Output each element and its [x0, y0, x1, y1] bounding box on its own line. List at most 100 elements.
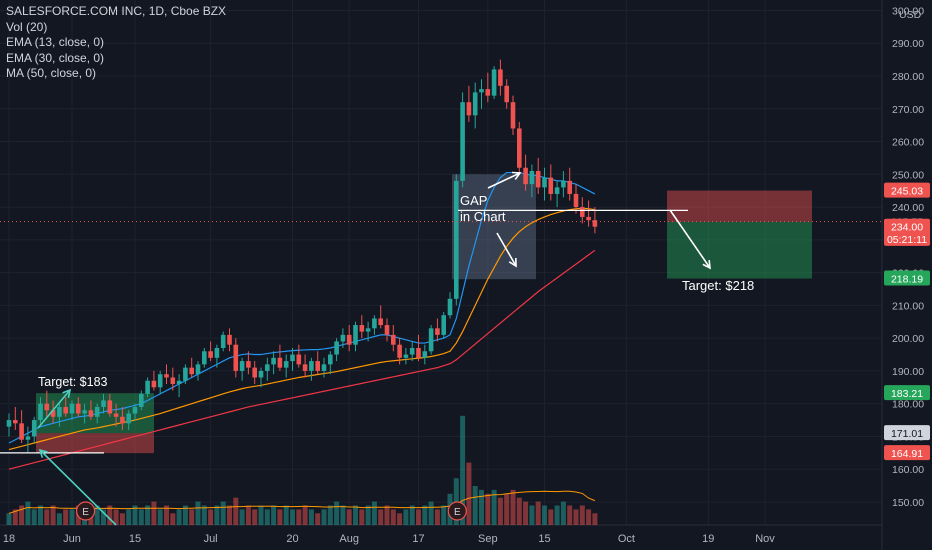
- candle-body[interactable]: [290, 354, 295, 362]
- candle-body[interactable]: [296, 354, 302, 365]
- legend-volume[interactable]: Vol (20): [6, 19, 48, 34]
- earnings-marker[interactable]: [447, 501, 467, 521]
- candle-body[interactable]: [145, 380, 150, 394]
- candle-body[interactable]: [271, 357, 276, 365]
- candle-body[interactable]: [315, 361, 320, 371]
- candle-body[interactable]: [523, 167, 528, 185]
- candle-body[interactable]: [246, 361, 251, 368]
- candle-body[interactable]: [561, 180, 566, 188]
- legend-ema13[interactable]: EMA (13, close, 0): [6, 35, 105, 49]
- candle-body[interactable]: [491, 69, 497, 96]
- candle-body[interactable]: [107, 400, 113, 414]
- candle-body[interactable]: [554, 187, 560, 194]
- candle-body[interactable]: [498, 69, 503, 86]
- candle-body[interactable]: [19, 423, 24, 440]
- candle-body[interactable]: [372, 318, 377, 329]
- candle-body[interactable]: [586, 216, 591, 221]
- candle-body[interactable]: [69, 403, 75, 414]
- candle-body[interactable]: [189, 367, 194, 375]
- candle-body[interactable]: [309, 361, 314, 371]
- candle-body[interactable]: [183, 367, 188, 381]
- candle-body[interactable]: [63, 406, 68, 414]
- candle-body[interactable]: [283, 361, 289, 368]
- candle-body[interactable]: [94, 406, 100, 417]
- candle-body[interactable]: [397, 344, 402, 358]
- candle-body[interactable]: [454, 180, 459, 299]
- candle-body[interactable]: [472, 92, 478, 116]
- candle-body[interactable]: [580, 207, 585, 217]
- earnings-marker[interactable]: [75, 501, 96, 521]
- legend-ma50[interactable]: MA (50, close, 0): [6, 66, 97, 80]
- candle-body[interactable]: [409, 347, 415, 355]
- candle-body[interactable]: [151, 380, 157, 388]
- candle-body[interactable]: [233, 344, 239, 371]
- candle-body[interactable]: [265, 364, 270, 371]
- candle-body[interactable]: [542, 177, 547, 188]
- candle-body[interactable]: [302, 364, 308, 371]
- target-arrow-up[interactable]: [37, 389, 71, 429]
- candle-body[interactable]: [359, 325, 365, 332]
- candle-body[interactable]: [25, 436, 31, 440]
- candle-body[interactable]: [466, 102, 472, 116]
- candle-body[interactable]: [548, 177, 554, 194]
- candle-body[interactable]: [126, 413, 131, 424]
- candle-body[interactable]: [6, 420, 12, 427]
- candle-body[interactable]: [422, 351, 428, 358]
- candle-body[interactable]: [38, 403, 43, 421]
- candle-body[interactable]: [227, 334, 232, 345]
- candle-body[interactable]: [447, 298, 453, 316]
- candle-body[interactable]: [479, 89, 484, 93]
- legend-ema30[interactable]: EMA (30, close, 0): [6, 50, 105, 65]
- candle-body[interactable]: [239, 361, 245, 371]
- candle-body[interactable]: [13, 420, 18, 424]
- candle-body[interactable]: [57, 406, 62, 417]
- candle-body[interactable]: [220, 334, 226, 348]
- candle-body[interactable]: [76, 403, 81, 414]
- candle-body[interactable]: [50, 410, 56, 417]
- candle-body[interactable]: [120, 416, 125, 424]
- candle-body[interactable]: [258, 370, 264, 378]
- candle-body[interactable]: [346, 334, 352, 345]
- candle-body[interactable]: [202, 351, 207, 365]
- candle-body[interactable]: [567, 180, 572, 194]
- candle-body[interactable]: [403, 354, 409, 358]
- candle-body[interactable]: [485, 89, 491, 96]
- candle-body[interactable]: [139, 393, 144, 407]
- candle-body[interactable]: [378, 318, 383, 326]
- candle-body[interactable]: [517, 128, 522, 168]
- candle-body[interactable]: [214, 347, 220, 358]
- candle-body[interactable]: [435, 328, 440, 335]
- candle-body[interactable]: [510, 102, 516, 129]
- gap-arrow-up[interactable]: [487, 172, 521, 189]
- candle-body[interactable]: [208, 351, 213, 358]
- candle-body[interactable]: [132, 406, 138, 414]
- candle-body[interactable]: [113, 413, 119, 417]
- candle-body[interactable]: [460, 102, 465, 181]
- candle-body[interactable]: [277, 357, 283, 368]
- candle-body[interactable]: [101, 400, 106, 407]
- candle-body[interactable]: [252, 367, 257, 378]
- candle-body[interactable]: [88, 410, 94, 417]
- candle-body[interactable]: [535, 171, 541, 188]
- candle-body[interactable]: [592, 220, 598, 227]
- target-arrow-down[interactable]: [669, 209, 711, 269]
- candle-body[interactable]: [176, 380, 182, 385]
- candle-body[interactable]: [365, 328, 371, 332]
- candle-body[interactable]: [504, 85, 509, 103]
- symbol-title[interactable]: SALESFORCE.COM INC, 1D, Cboe BZX: [6, 4, 227, 18]
- candle-body[interactable]: [31, 420, 37, 437]
- candle-body[interactable]: [441, 315, 446, 335]
- candle-body[interactable]: [428, 328, 434, 352]
- candle-body[interactable]: [353, 325, 358, 345]
- candle-body[interactable]: [170, 377, 176, 385]
- candle-body[interactable]: [164, 374, 169, 378]
- candle-body[interactable]: [82, 410, 87, 414]
- candle-body[interactable]: [573, 193, 579, 208]
- candle-body[interactable]: [334, 341, 339, 355]
- candle-body[interactable]: [44, 403, 50, 411]
- trend-arrow[interactable]: [39, 449, 117, 526]
- candle-body[interactable]: [391, 334, 396, 345]
- candle-body[interactable]: [328, 354, 333, 365]
- candle-body[interactable]: [340, 334, 346, 342]
